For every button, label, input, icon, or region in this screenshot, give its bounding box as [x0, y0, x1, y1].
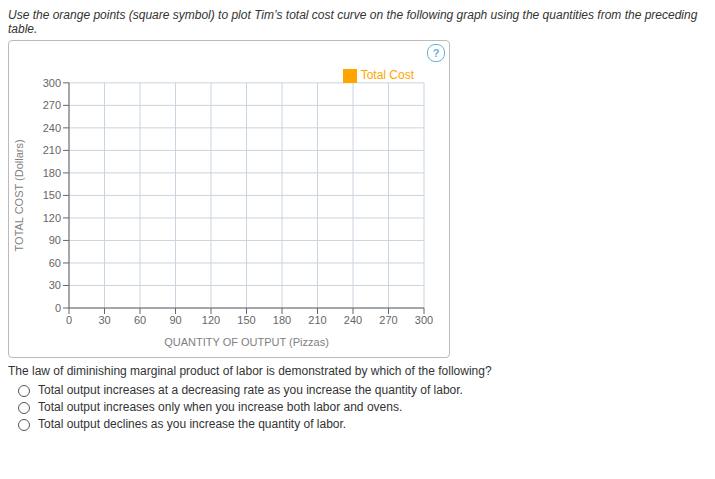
svg-text:120: 120	[202, 314, 220, 326]
svg-text:300: 300	[43, 77, 61, 89]
svg-text:60: 60	[49, 257, 61, 269]
html-text:Use the orange points (square: Use the orange points (square symbol) to…	[8, 8, 698, 36]
svg-text:90: 90	[169, 314, 181, 326]
svg-text:90: 90	[49, 234, 61, 246]
html-text:Total output increases at a de: Total output increases at a decreasing r…	[38, 383, 463, 397]
svg-text:60: 60	[134, 314, 146, 326]
svg-text:270: 270	[43, 99, 61, 111]
svg-text:270: 270	[379, 314, 397, 326]
svg-text:0: 0	[55, 302, 61, 314]
html-text:Total Cost: Total Cost	[360, 68, 414, 82]
html-text:The law of diminishing margina: The law of diminishing marginal product …	[8, 364, 492, 378]
svg-text:180: 180	[43, 167, 61, 179]
svg-text:300: 300	[415, 314, 433, 326]
html-text:Total output declines as you i: Total output declines as you increase th…	[38, 417, 347, 431]
svg-text:150: 150	[237, 314, 255, 326]
svg-text:240: 240	[43, 122, 61, 134]
svg-text:210: 210	[43, 144, 61, 156]
html-text:Total output increases only wh: Total output increases only when you inc…	[38, 400, 403, 414]
svg-text:180: 180	[273, 314, 291, 326]
svg-text:30: 30	[49, 279, 61, 291]
svg-text:QUANTITY OF OUTPUT (Pizzas): QUANTITY OF OUTPUT (Pizzas)	[164, 336, 329, 348]
svg-text:120: 120	[43, 212, 61, 224]
svg-text:150: 150	[43, 189, 61, 201]
svg-text:210: 210	[308, 314, 326, 326]
svg-text:240: 240	[344, 314, 362, 326]
svg-text:TOTAL COST (Dollars): TOTAL COST (Dollars)	[13, 139, 25, 251]
svg-text:0: 0	[66, 314, 72, 326]
svg-text:30: 30	[98, 314, 110, 326]
